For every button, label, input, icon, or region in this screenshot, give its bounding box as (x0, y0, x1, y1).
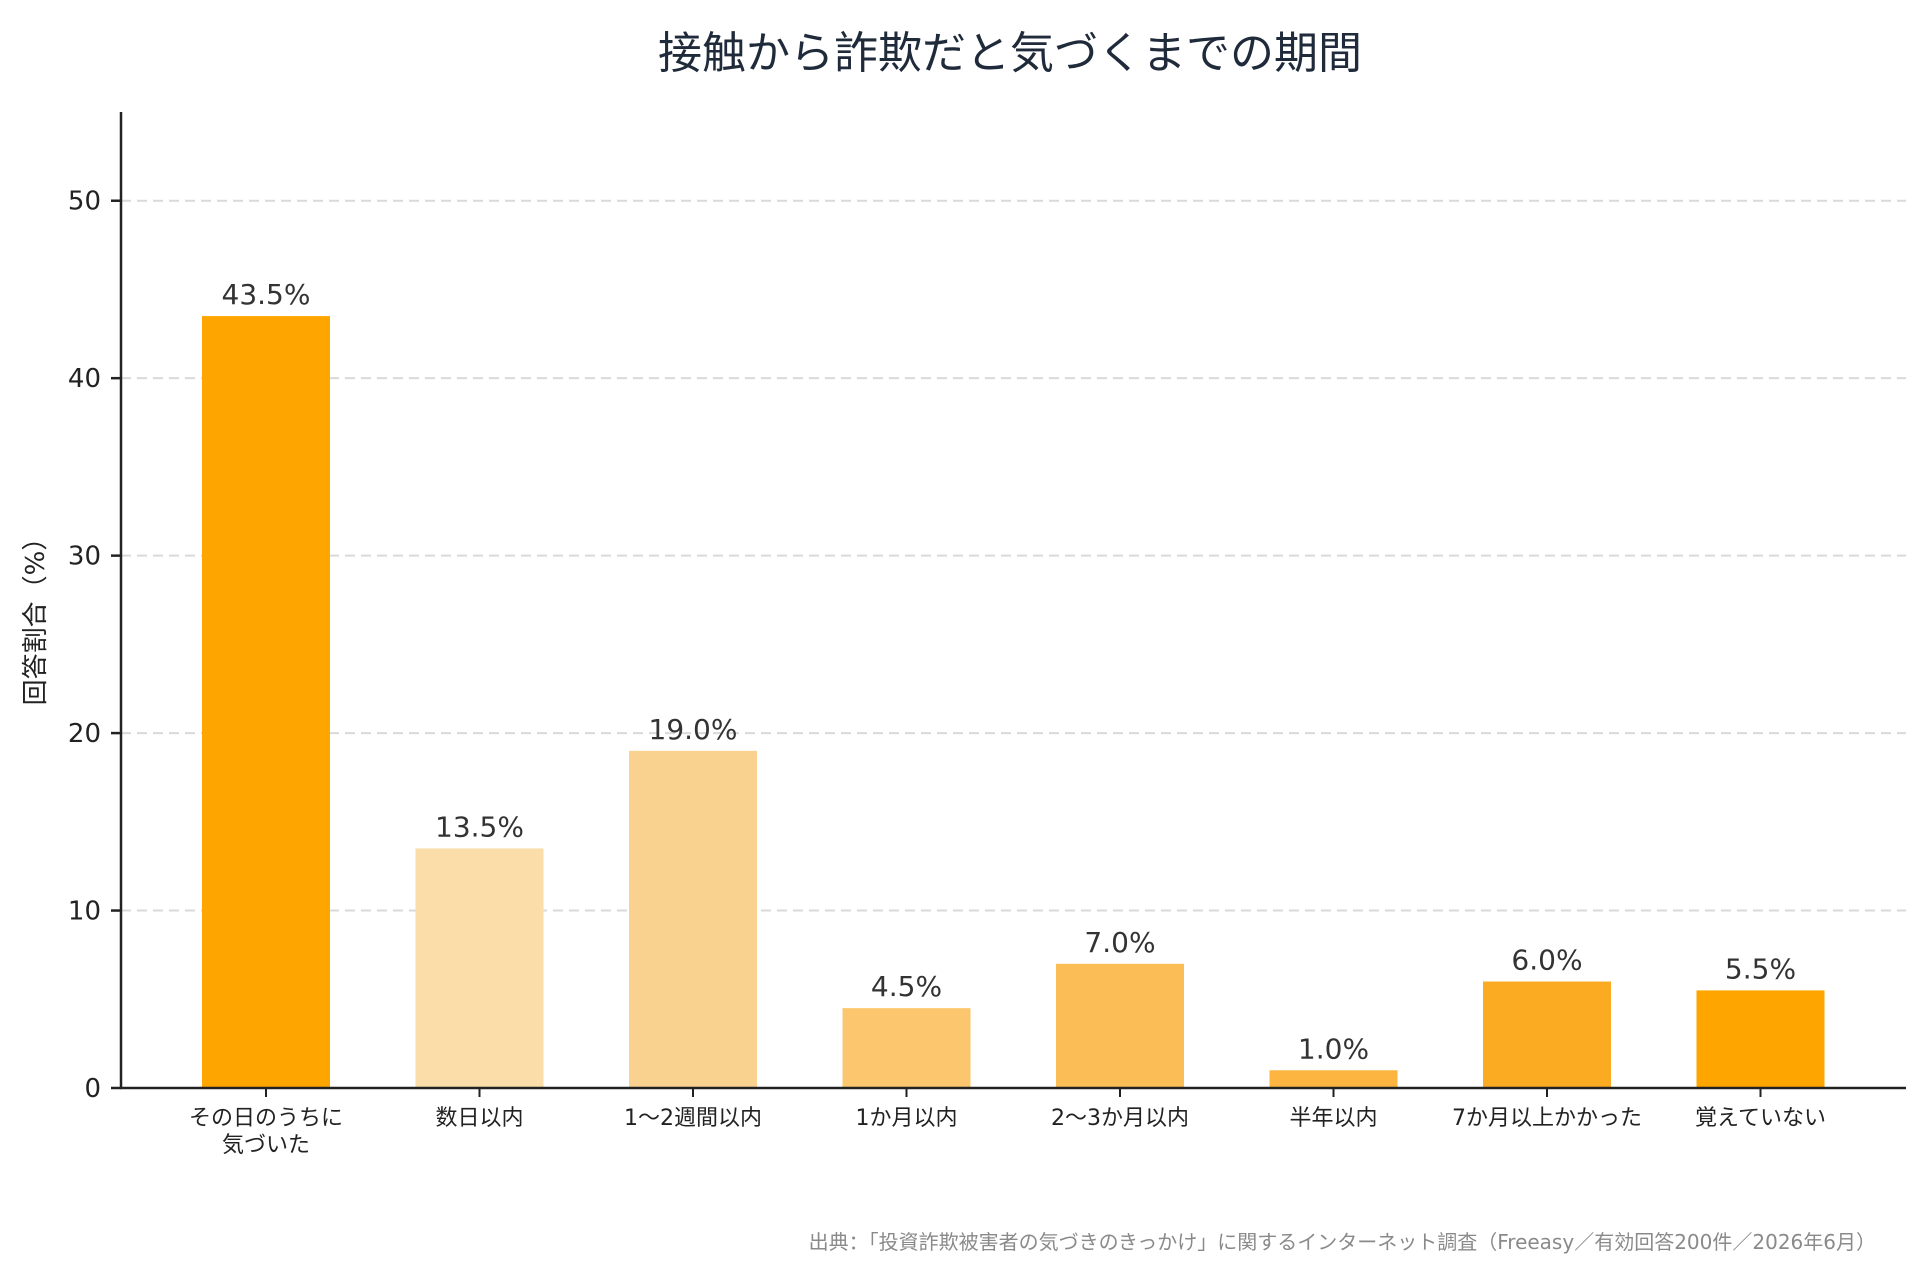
bar (415, 848, 544, 1088)
x-tick-label: 1〜2週間以内 (624, 1106, 762, 1131)
y-axis-label: 回答割合（%） (21, 525, 51, 706)
data-labels: 43.5% 13.5% 19.0% 4.5% 7.0% 1.0% 6.0% 5.5% (222, 278, 1797, 1065)
bar (202, 316, 330, 1088)
y-tick-label: 40 (68, 364, 101, 394)
bar-value-label: 43.5% (222, 278, 311, 311)
bar (1483, 981, 1611, 1088)
bar-value-label: 19.0% (649, 713, 738, 746)
y-axis-tick-labels: 0 10 20 30 40 50 (68, 187, 121, 1104)
x-tick-label: 2〜3か月以内 (1051, 1106, 1189, 1131)
x-tick-label: 数日以内 (435, 1106, 523, 1131)
bar (1269, 1070, 1398, 1088)
bar-value-label: 6.0% (1511, 944, 1582, 977)
bar-value-label: 5.5% (1725, 952, 1796, 985)
x-tick-label: 半年以内 (1289, 1106, 1377, 1131)
x-tick-label: その日のうちに (189, 1106, 343, 1131)
y-tick-label: 10 (68, 897, 101, 927)
x-tick-label: 7か月以上かかった (1452, 1106, 1642, 1131)
bar (629, 750, 757, 1088)
x-tick-label: 1か月以内 (856, 1106, 958, 1131)
gridlines (121, 199, 1906, 912)
source-note: 出典：「投資詐欺被害者の気づきのきっかけ」に関するインターネット調査（Freea… (809, 1230, 1876, 1254)
bar-value-label: 1.0% (1298, 1032, 1369, 1065)
x-tick-label: 覚えていない (1695, 1106, 1826, 1131)
y-tick-label: 30 (68, 542, 101, 572)
bar-value-label: 7.0% (1084, 926, 1155, 959)
bar-value-label: 4.5% (871, 970, 942, 1003)
x-tick-label: 気づいた (222, 1133, 310, 1158)
y-tick-label: 0 (84, 1074, 101, 1104)
bar (1056, 963, 1184, 1088)
chart-title: 接触から詐欺だと気づくまでの期間 (658, 28, 1362, 79)
bar (842, 1008, 971, 1088)
bars (202, 316, 1825, 1088)
y-tick-label: 50 (68, 187, 101, 217)
y-tick-label: 20 (68, 719, 101, 749)
bar (1696, 990, 1825, 1088)
bar-value-label: 13.5% (435, 810, 524, 843)
